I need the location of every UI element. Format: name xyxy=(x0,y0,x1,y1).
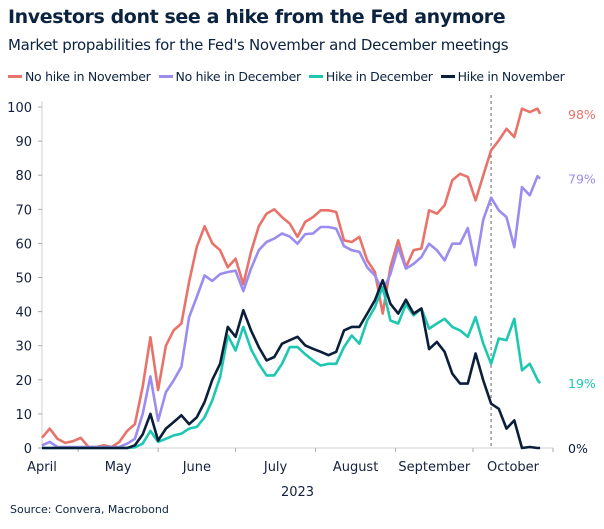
x-tick-label: June xyxy=(182,460,211,475)
y-tick-label: 90 xyxy=(15,135,32,150)
legend-swatch xyxy=(440,75,455,78)
chart-title: Investors dont see a hike from the Fed a… xyxy=(8,6,506,28)
legend-item-hike-december: Hike in December xyxy=(308,69,433,84)
legend: No hike in November No hike in December … xyxy=(8,69,565,84)
end-value-label: 0% xyxy=(568,441,588,456)
legend-label: Hike in December xyxy=(325,69,433,84)
series-line-hike-in-december xyxy=(42,285,542,450)
legend-label: No hike in December xyxy=(175,69,302,84)
y-tick-label: 30 xyxy=(15,340,32,355)
end-value-label: 79% xyxy=(568,172,596,187)
end-value-label: 98% xyxy=(568,107,596,122)
y-tick-label: 50 xyxy=(15,272,32,287)
y-tick-label: 100 xyxy=(7,101,32,116)
series-line-no-hike-in-november xyxy=(41,107,542,449)
legend-label: Hike in November xyxy=(457,69,565,84)
x-tick-label: July xyxy=(263,460,288,475)
legend-item-hike-november: Hike in November xyxy=(440,69,565,84)
legend-swatch xyxy=(158,75,173,78)
chart-subtitle: Market propabilities for the Fed's Novem… xyxy=(8,36,509,54)
legend-item-no-hike-november: No hike in November xyxy=(8,69,151,84)
y-tick-label: 70 xyxy=(15,203,32,218)
x-axis-label: 2023 xyxy=(281,485,314,500)
y-tick-label: 40 xyxy=(15,306,32,321)
legend-swatch xyxy=(8,75,22,78)
y-tick-label: 0 xyxy=(24,442,32,457)
y-tick-label: 80 xyxy=(15,169,32,184)
x-tick-label: April xyxy=(27,460,57,475)
series-line-no-hike-in-december xyxy=(41,174,541,449)
y-tick-label: 60 xyxy=(15,237,32,252)
x-tick-label: August xyxy=(333,460,379,475)
y-tick-label: 10 xyxy=(15,408,32,423)
x-tick-label: October xyxy=(487,460,540,475)
x-tick-label: September xyxy=(398,460,471,475)
series-line-hike-in-november xyxy=(42,278,541,450)
legend-item-no-hike-december: No hike in December xyxy=(158,69,302,84)
end-value-label: 19% xyxy=(568,376,596,391)
y-tick-label: 20 xyxy=(15,374,32,389)
legend-label: No hike in November xyxy=(25,69,151,84)
legend-swatch xyxy=(308,75,323,78)
x-tick-label: May xyxy=(105,460,132,475)
source-note: Source: Convera, Macrobond xyxy=(10,503,169,516)
